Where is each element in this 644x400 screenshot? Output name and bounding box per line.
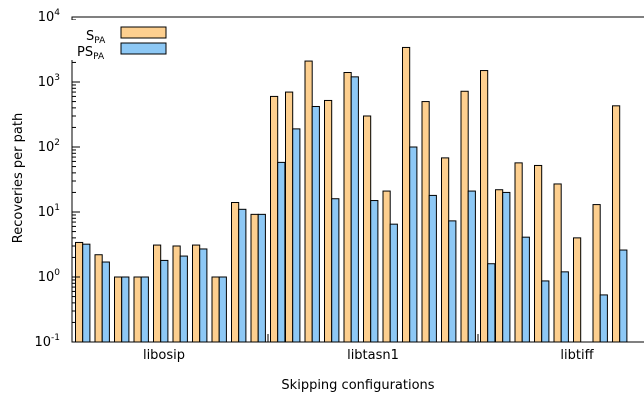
bar-s-pa (115, 277, 122, 342)
bar-s-pa (403, 47, 410, 342)
group-labels: libosip libtasn1 libtiff (143, 348, 595, 363)
bar-s-pa (232, 203, 239, 343)
bar-ps-pa (488, 264, 495, 342)
legend-s-pa-main: S (86, 29, 94, 44)
bar-ps-pa (620, 250, 627, 342)
legend-swatch-ps-pa (121, 43, 166, 54)
bar-s-pa (364, 116, 371, 342)
bar-s-pa (554, 184, 561, 342)
bar-s-pa (134, 277, 141, 342)
bar-s-pa (286, 92, 293, 342)
bar-ps-pa (410, 147, 417, 342)
legend-ps-pa-sub: PA (93, 52, 105, 62)
bar-s-pa (271, 96, 278, 342)
bar-ps-pa (102, 262, 109, 342)
bar-ps-pa (561, 272, 568, 342)
bar-s-pa (481, 71, 488, 342)
y-axis-label: Recoveries per path (11, 113, 26, 243)
bar-ps-pa (522, 237, 529, 342)
bar-s-pa (496, 190, 503, 342)
bar-ps-pa (449, 221, 456, 342)
bar-ps-pa (293, 129, 300, 342)
y-tick-base: 10 (34, 335, 51, 350)
bar-ps-pa (351, 77, 358, 342)
bar-s-pa (95, 255, 102, 342)
y-tick-label: 101 (38, 203, 60, 220)
y-tick-exponent: 2 (54, 138, 60, 148)
bars-layer (76, 47, 627, 342)
bar-ps-pa (83, 244, 90, 342)
y-tick-exponent: 0 (54, 268, 60, 278)
bar-s-pa (515, 163, 522, 342)
bar-ps-pa (468, 191, 475, 342)
y-tick-label: 103 (38, 73, 60, 90)
bar-s-pa (193, 245, 200, 342)
bar-ps-pa (390, 224, 397, 342)
bar-ps-pa (200, 249, 207, 342)
y-tick-base: 10 (38, 75, 55, 90)
y-tick-label: 102 (38, 138, 60, 155)
bar-ps-pa (141, 277, 148, 342)
bar-s-pa (251, 214, 258, 342)
bar-ps-pa (122, 277, 129, 342)
y-tick-exponent: 3 (54, 73, 60, 83)
bar-s-pa (154, 245, 161, 342)
bar-s-pa (461, 91, 468, 342)
bar-ps-pa (332, 199, 339, 342)
x-axis-label: Skipping configurations (281, 378, 434, 393)
bar-s-pa (613, 106, 620, 342)
bar-ps-pa (161, 260, 168, 342)
bar-s-pa (574, 238, 581, 342)
legend-ps-pa-main: PS (77, 45, 93, 60)
bar-s-pa (173, 246, 180, 342)
bar-ps-pa (542, 281, 549, 342)
y-tick-base: 10 (38, 205, 55, 220)
y-tick-exponent: -1 (51, 333, 60, 343)
bar-s-pa (212, 277, 219, 342)
bar-ps-pa (278, 162, 285, 342)
legend-s-pa-sub: PA (94, 36, 106, 46)
bar-s-pa (442, 158, 449, 342)
y-tick-base: 10 (38, 270, 55, 285)
bar-ps-pa (258, 214, 265, 342)
bar-ps-pa (429, 195, 436, 342)
bar-ps-pa (180, 256, 187, 342)
legend: SPA PSPA (70, 20, 170, 62)
y-tick-base: 10 (38, 10, 55, 25)
group-label-libtiff: libtiff (560, 348, 594, 363)
y-tick-base: 10 (38, 140, 55, 155)
bar-s-pa (422, 102, 429, 342)
bar-s-pa (344, 73, 351, 343)
y-tick-exponent: 4 (54, 8, 60, 18)
bar-s-pa (76, 242, 83, 342)
bar-ps-pa (371, 201, 378, 342)
legend-swatch-s-pa (121, 27, 166, 38)
y-tick-label: 10-1 (34, 333, 60, 350)
bar-s-pa (305, 61, 312, 342)
y-tick-label: 104 (38, 8, 61, 25)
bar-s-pa (593, 205, 600, 342)
y-tick-label: 100 (38, 268, 61, 285)
bar-ps-pa (239, 209, 246, 342)
bar-s-pa (535, 165, 542, 342)
bar-ps-pa (312, 106, 319, 342)
y-tick-exponent: 1 (54, 203, 60, 213)
bar-s-pa (325, 100, 332, 342)
bar-ps-pa (219, 277, 226, 342)
bar-ps-pa (600, 295, 607, 342)
bar-s-pa (383, 191, 390, 342)
group-label-libtasn1: libtasn1 (347, 348, 399, 363)
group-label-libosip: libosip (143, 348, 185, 363)
bar-ps-pa (503, 192, 510, 342)
